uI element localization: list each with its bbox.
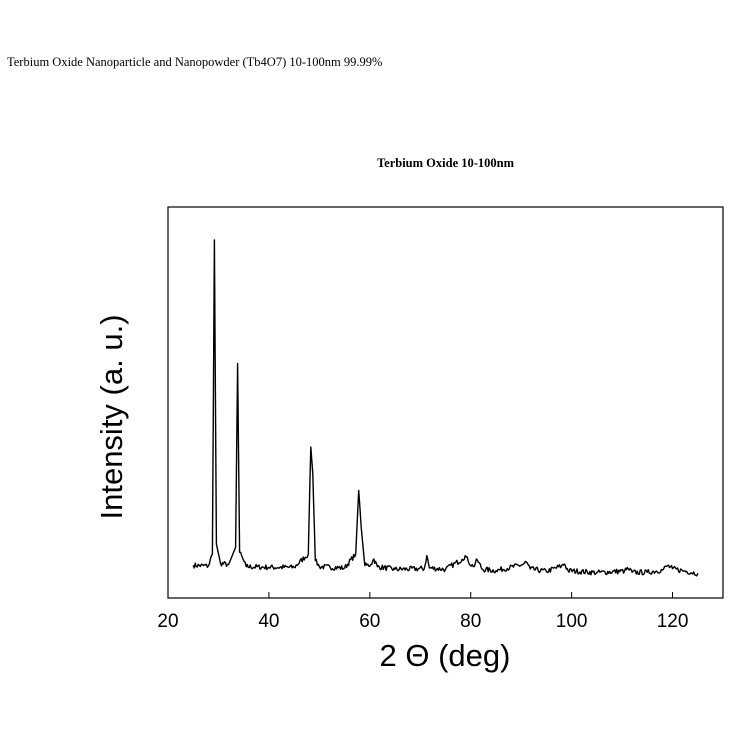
xrd-pattern-line (192, 239, 699, 577)
x-tick-label: 40 (258, 611, 279, 632)
x-axis-tick-labels: 20 40 60 80 100 120 (157, 611, 688, 632)
page-title: Terbium Oxide Nanoparticle and Nanopowde… (7, 55, 383, 69)
chart-title: Terbium Oxide 10-100nm (376, 156, 515, 170)
x-axis-label: 2 Θ (deg) (379, 638, 511, 673)
x-tick-label: 100 (556, 611, 588, 632)
x-axis-ticks (167, 592, 674, 598)
x-tick-label: 120 (657, 611, 689, 632)
plot-frame (167, 206, 724, 599)
x-tick-label: 80 (460, 611, 481, 632)
x-tick-label: 20 (157, 611, 178, 632)
x-tick-label: 60 (359, 611, 380, 632)
